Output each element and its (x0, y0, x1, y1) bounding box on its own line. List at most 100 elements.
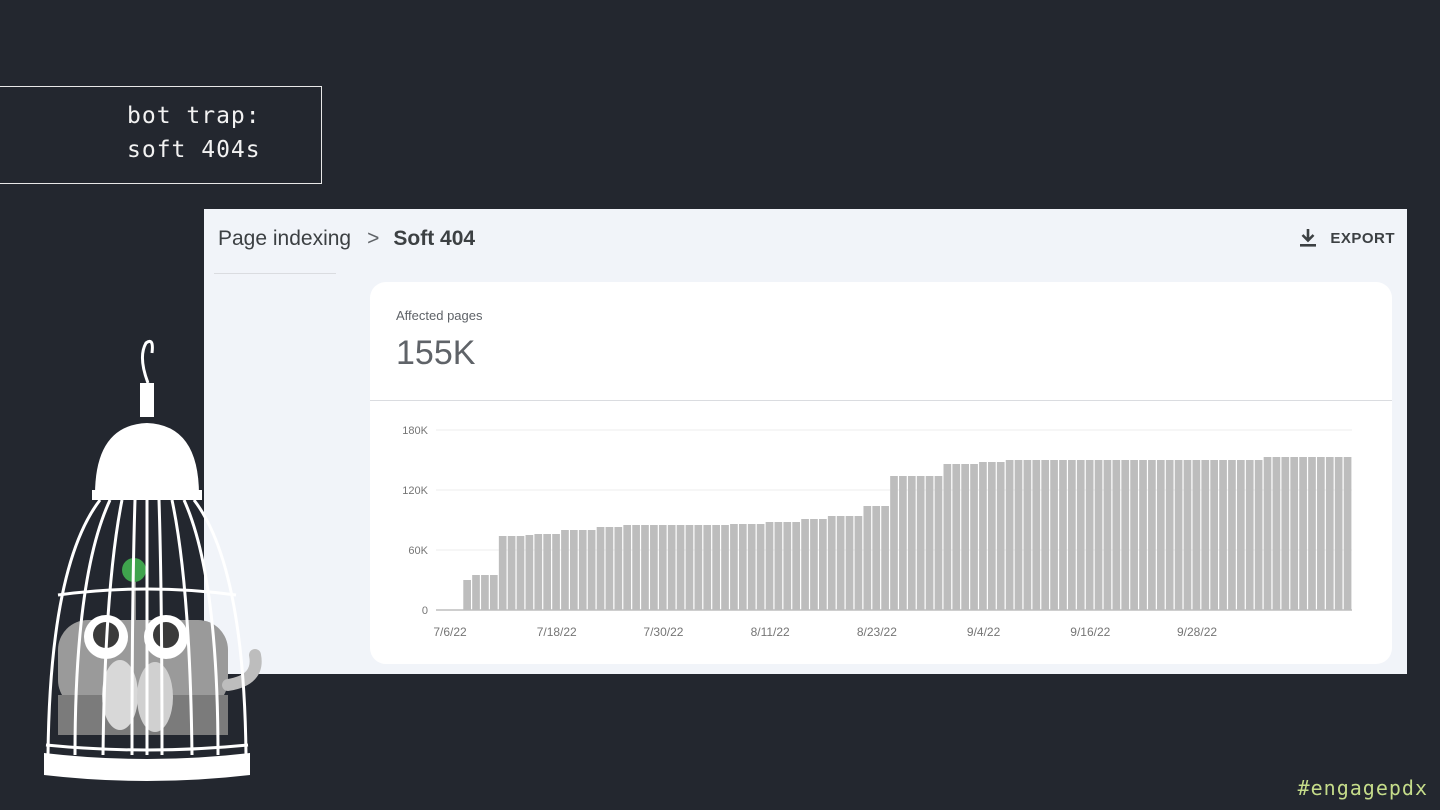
bar[interactable] (1139, 460, 1147, 610)
bar[interactable] (481, 575, 489, 610)
bar[interactable] (605, 527, 614, 610)
bar[interactable] (703, 525, 712, 610)
bar[interactable] (1263, 457, 1272, 610)
bar[interactable] (1210, 460, 1219, 610)
bar[interactable] (667, 525, 676, 610)
bar[interactable] (863, 506, 872, 610)
bar[interactable] (507, 536, 516, 610)
bar[interactable] (1165, 460, 1174, 610)
bar[interactable] (1148, 460, 1156, 610)
bar[interactable] (1174, 460, 1183, 610)
bar[interactable] (996, 462, 1005, 610)
bar[interactable] (1068, 460, 1076, 610)
bar[interactable] (623, 525, 632, 610)
bar[interactable] (783, 522, 792, 610)
bar[interactable] (961, 464, 969, 610)
bar[interactable] (872, 506, 881, 610)
bar[interactable] (907, 476, 916, 610)
bar[interactable] (578, 530, 587, 610)
bar[interactable] (756, 524, 765, 610)
bar[interactable] (854, 516, 863, 610)
bar[interactable] (498, 536, 507, 610)
bar[interactable] (587, 530, 596, 610)
bar[interactable] (1317, 457, 1325, 610)
bar[interactable] (925, 476, 934, 610)
bar[interactable] (1245, 460, 1254, 610)
bar[interactable] (685, 525, 694, 610)
bar[interactable] (819, 519, 827, 610)
bar[interactable] (1076, 460, 1085, 610)
bar[interactable] (1325, 457, 1334, 610)
bar[interactable] (792, 522, 801, 610)
bar[interactable] (1085, 460, 1094, 610)
bar[interactable] (641, 525, 649, 610)
bar[interactable] (1156, 460, 1165, 610)
bar[interactable] (979, 462, 987, 610)
bar[interactable] (658, 525, 667, 610)
bar[interactable] (525, 535, 534, 610)
bar[interactable] (1112, 460, 1121, 610)
bar[interactable] (801, 519, 809, 610)
bar[interactable] (1281, 457, 1290, 610)
bar[interactable] (1059, 460, 1067, 610)
bar[interactable] (650, 525, 658, 610)
bar[interactable] (1334, 457, 1343, 610)
bar[interactable] (1308, 457, 1316, 610)
bar[interactable] (569, 530, 578, 610)
bar[interactable] (952, 464, 961, 610)
bar[interactable] (987, 462, 996, 610)
bar[interactable] (676, 525, 685, 610)
bar[interactable] (1050, 460, 1058, 610)
bar[interactable] (747, 524, 756, 610)
bar[interactable] (899, 476, 907, 610)
bar[interactable] (463, 580, 471, 610)
bar[interactable] (1121, 460, 1130, 610)
bar[interactable] (1299, 457, 1307, 610)
bar[interactable] (1130, 460, 1138, 610)
bar[interactable] (1228, 460, 1236, 610)
bar[interactable] (1094, 460, 1103, 610)
bar[interactable] (827, 516, 836, 610)
bar[interactable] (765, 522, 774, 610)
bar[interactable] (1023, 460, 1032, 610)
bar[interactable] (1236, 460, 1245, 610)
export-button[interactable]: EXPORT (1298, 227, 1395, 249)
bar[interactable] (472, 575, 480, 610)
bar[interactable] (596, 527, 605, 610)
bar[interactable] (1014, 460, 1023, 610)
bar[interactable] (730, 524, 738, 610)
bar[interactable] (694, 525, 703, 610)
bar[interactable] (836, 516, 845, 610)
bar[interactable] (561, 530, 569, 610)
bar[interactable] (1290, 457, 1299, 610)
breadcrumb-parent[interactable]: Page indexing (218, 227, 352, 250)
bar[interactable] (1192, 460, 1201, 610)
bar[interactable] (1005, 460, 1014, 610)
bar[interactable] (614, 527, 623, 610)
bar[interactable] (970, 464, 978, 610)
bar[interactable] (1183, 460, 1192, 610)
bar[interactable] (890, 476, 898, 610)
bar[interactable] (534, 534, 543, 610)
bar[interactable] (943, 464, 952, 610)
bar[interactable] (721, 525, 729, 610)
bar[interactable] (516, 536, 525, 610)
bar[interactable] (916, 476, 925, 610)
bar[interactable] (1254, 460, 1263, 610)
bar[interactable] (845, 516, 854, 610)
bar[interactable] (543, 534, 552, 610)
bar[interactable] (632, 525, 640, 610)
bar[interactable] (934, 476, 943, 610)
bar[interactable] (738, 524, 747, 610)
bar[interactable] (1219, 460, 1227, 610)
bar[interactable] (774, 522, 783, 610)
bar[interactable] (1041, 460, 1050, 610)
bar[interactable] (1343, 457, 1352, 610)
bar[interactable] (1032, 460, 1041, 610)
bar[interactable] (1201, 460, 1210, 610)
bar[interactable] (810, 519, 818, 610)
bar[interactable] (552, 534, 560, 610)
bar[interactable] (881, 506, 889, 610)
bar[interactable] (1272, 457, 1281, 610)
bar[interactable] (712, 525, 720, 610)
